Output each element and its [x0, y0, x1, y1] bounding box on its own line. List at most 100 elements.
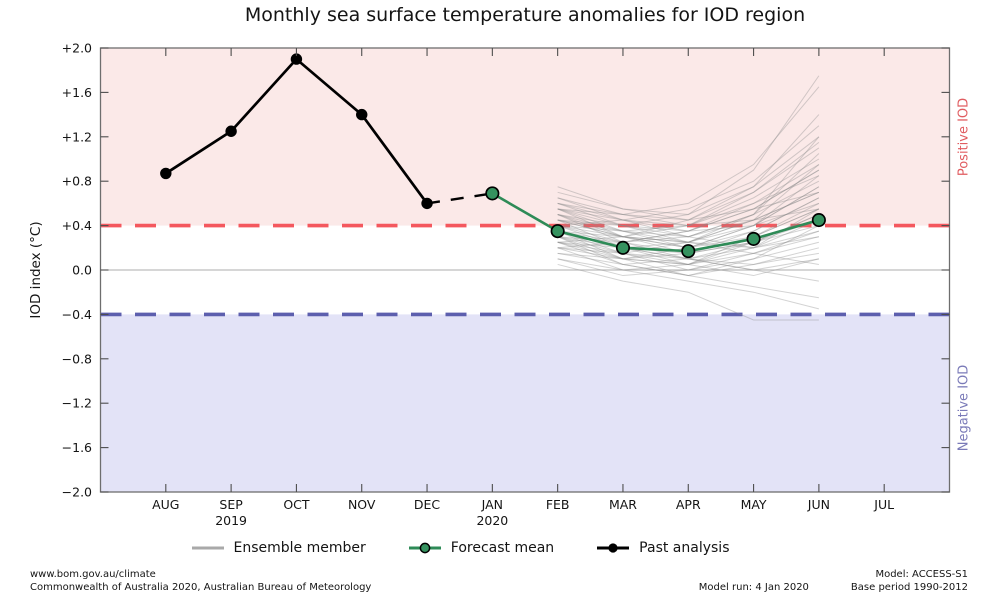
ensemble-member-line	[557, 158, 820, 243]
ensemble-member-line	[557, 169, 820, 232]
x-tick-label: SEP	[219, 497, 243, 512]
ensemble-member-line	[557, 114, 820, 238]
y-tick-label: 0.0	[72, 263, 92, 278]
positive-iod-band	[100, 48, 950, 226]
ensemble-member-line	[557, 186, 820, 232]
legend-label-forecast: Forecast mean	[450, 540, 555, 556]
legend-item-past: Past analysis	[596, 540, 729, 556]
x-tick-label: JUN	[807, 497, 830, 512]
footer-right: Model run: 4 Jan 2020 Model: ACCESS-S1 B…	[699, 569, 968, 594]
ensemble-member-line	[557, 219, 820, 277]
ensemble-member-line	[557, 75, 820, 227]
x-tick-label: APR	[676, 497, 701, 512]
positive-iod-band-label: Positive IOD	[956, 97, 972, 177]
footer-copyright: Commonwealth of Australia 2020, Australi…	[30, 581, 372, 593]
x-tick-label: JUL	[873, 497, 894, 512]
forecast-mean-point	[811, 213, 826, 228]
ensemble-member-line	[557, 230, 820, 260]
forecast-mean-line	[491, 192, 820, 253]
past-analysis-point	[160, 167, 172, 180]
ensemble-member-line	[557, 214, 819, 282]
ensemble-member-line	[557, 241, 820, 277]
x-tick-label: AUG	[152, 497, 179, 512]
y-tick-label: +2.0	[62, 41, 92, 56]
ensemble-member-line	[557, 180, 820, 238]
ensemble-member-line	[557, 186, 820, 221]
x-year-label: 2020	[476, 513, 508, 528]
x-tick-label: FEB	[546, 497, 570, 512]
ensemble-member-line	[557, 208, 820, 265]
past-analysis-line-icon	[597, 543, 630, 553]
ensemble-member-line	[557, 86, 820, 216]
y-tick-label: +0.8	[62, 174, 92, 189]
legend-label-ensemble: Ensemble member	[233, 540, 366, 556]
y-tick-label: +1.6	[62, 85, 92, 100]
ensemble-member-line	[557, 136, 820, 216]
forecast-mean-point	[485, 186, 500, 201]
ensemble-member-line	[557, 125, 820, 221]
past-analysis-point	[225, 125, 237, 137]
footer-left: www.bom.gov.au/climate Commonwealth of A…	[30, 569, 371, 594]
past-analysis-point	[421, 197, 433, 210]
y-tick-label: −1.6	[62, 440, 92, 455]
footer-base-period: Base period 1990-2012	[850, 581, 968, 593]
y-tick-label: −0.8	[62, 351, 92, 366]
forecast-mean-point	[681, 244, 696, 259]
ensemble-member-line	[557, 164, 820, 243]
footer-model-info: Model: ACCESS-S1 Base period 1990-2012	[851, 569, 968, 594]
negative-iod-band-label: Negative IOD	[956, 364, 972, 452]
chart-title: Monthly sea surface temperature anomalie…	[244, 4, 806, 26]
ensemble-member-line	[557, 247, 820, 310]
legend: Ensemble member Forecast mean Past analy…	[0, 534, 920, 562]
ensemble-member-line	[557, 141, 820, 232]
y-tick-label: +1.2	[62, 129, 92, 144]
ensemble-member-line	[557, 191, 820, 254]
ensemble-member-line	[557, 219, 820, 249]
ensemble-member-line	[557, 252, 819, 299]
ensemble-member-line	[557, 136, 820, 243]
footer-site-url: www.bom.gov.au/climate	[30, 569, 156, 580]
past-analysis-dashed-segment	[426, 192, 493, 205]
ensemble-member-line	[557, 175, 820, 227]
ensemble-member-line	[557, 191, 820, 238]
footer-model-run: Model run: 4 Jan 2020	[698, 581, 809, 593]
ensemble-member-line	[557, 241, 819, 271]
ensemble-member-line-icon	[191, 546, 224, 550]
ensemble-member-line	[557, 169, 820, 243]
x-tick-label: DEC	[414, 497, 441, 512]
y-tick-label: −0.4	[62, 307, 92, 322]
past-analysis-point	[356, 108, 368, 121]
ensemble-member-line	[557, 236, 820, 277]
ensemble-member-line	[557, 202, 820, 243]
legend-item-ensemble: Ensemble member	[191, 540, 366, 556]
x-tick-label: OCT	[283, 497, 310, 512]
y-tick-label: +0.4	[62, 218, 92, 233]
x-tick-label: JAN	[481, 497, 503, 512]
ensemble-member-line	[557, 236, 820, 265]
y-tick-label: −1.2	[62, 396, 92, 411]
x-tick-label: MAY	[741, 497, 767, 512]
ensemble-member-line	[557, 230, 820, 277]
legend-label-past: Past analysis	[639, 540, 730, 556]
y-axis-label: IOD index (°C)	[28, 221, 44, 319]
forecast-mean-point	[746, 231, 761, 246]
ensemble-member-line	[557, 164, 820, 243]
ensemble-member-line	[557, 153, 820, 249]
negative-iod-band	[100, 314, 950, 492]
x-tick-label: NOV	[348, 497, 376, 512]
forecast-mean-point	[615, 240, 631, 255]
ensemble-member-line	[557, 225, 819, 265]
past-analysis-point	[290, 53, 303, 65]
x-tick-label: MAR	[609, 497, 637, 512]
footer: www.bom.gov.au/climate Commonwealth of A…	[30, 569, 968, 594]
ensemble-member-line	[557, 225, 820, 271]
footer-model-name: Model: ACCESS-S1	[875, 569, 968, 580]
ensemble-member-line	[557, 202, 819, 227]
forecast-mean-point	[550, 224, 565, 239]
x-year-label: 2019	[215, 513, 247, 528]
ensemble-member-line	[557, 219, 820, 265]
ensemble-member-line	[557, 147, 820, 221]
ensemble-member-line	[557, 263, 819, 321]
ensemble-member-line	[557, 208, 820, 271]
